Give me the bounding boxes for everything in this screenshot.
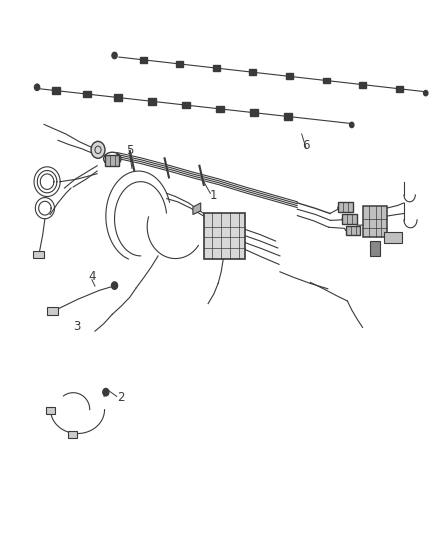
Polygon shape [213,65,220,71]
Polygon shape [140,57,147,63]
Polygon shape [250,69,256,75]
Circle shape [424,91,428,96]
FancyBboxPatch shape [46,407,55,414]
FancyBboxPatch shape [342,214,357,223]
Text: 1: 1 [210,189,218,203]
Circle shape [91,141,105,158]
Text: 5: 5 [126,144,134,157]
Circle shape [103,389,109,396]
Polygon shape [286,74,293,79]
FancyBboxPatch shape [47,308,58,315]
Polygon shape [371,241,380,256]
Polygon shape [83,91,91,98]
Circle shape [112,282,117,289]
Polygon shape [52,87,60,94]
Polygon shape [250,109,258,116]
FancyBboxPatch shape [385,232,402,243]
FancyBboxPatch shape [106,155,119,166]
Polygon shape [114,94,122,101]
FancyBboxPatch shape [346,225,360,235]
FancyBboxPatch shape [338,203,353,212]
Polygon shape [284,113,292,120]
Polygon shape [177,61,184,67]
Text: 6: 6 [302,139,310,152]
FancyBboxPatch shape [33,252,44,259]
Polygon shape [148,98,156,104]
Polygon shape [396,86,403,92]
Text: 3: 3 [73,320,80,334]
Text: 4: 4 [88,270,95,282]
Polygon shape [216,106,224,112]
FancyBboxPatch shape [204,214,245,259]
FancyBboxPatch shape [67,431,77,438]
Polygon shape [322,77,329,84]
Circle shape [35,84,40,91]
Polygon shape [359,82,366,87]
Circle shape [350,122,354,127]
FancyBboxPatch shape [363,206,387,237]
Circle shape [112,52,117,59]
Polygon shape [182,102,190,108]
Polygon shape [193,203,201,215]
Text: 2: 2 [117,392,125,405]
